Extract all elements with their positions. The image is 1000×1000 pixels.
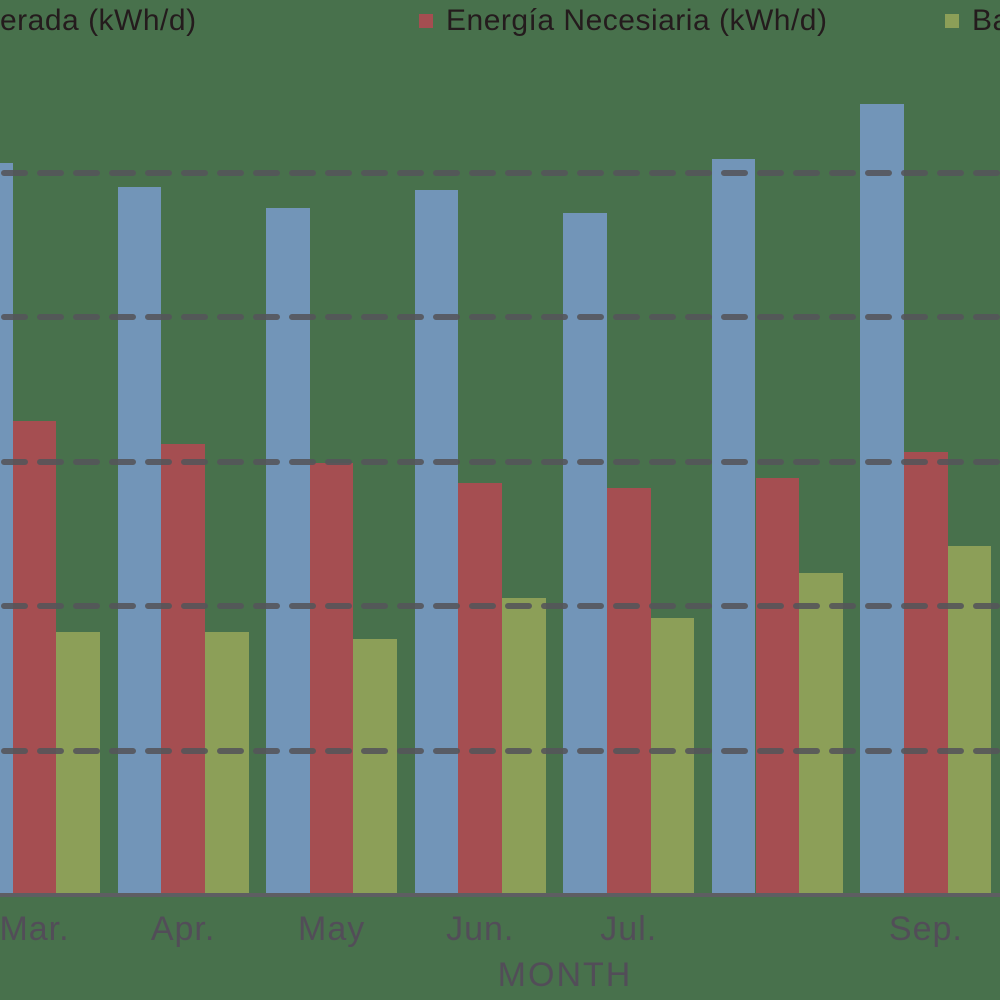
bar-series2-month3 — [309, 463, 354, 897]
bar-series3-month5 — [650, 617, 695, 897]
bar-series3-month4 — [502, 597, 546, 897]
bar-series2-month1 — [12, 421, 57, 897]
gridline — [0, 602, 1000, 610]
legend-swatch-red-icon — [419, 14, 433, 28]
legend-item-balance: Ba — [945, 4, 1000, 38]
bar-series3-month1 — [56, 632, 101, 897]
gridline — [0, 747, 1000, 755]
legend-item-necesiaria: Energía Necesiaria (kWh/d) — [419, 4, 827, 38]
legend-label: erada (kWh/d) — [0, 4, 197, 37]
bar-series2-month6 — [755, 477, 800, 897]
legend-swatch-olive-icon — [945, 14, 959, 28]
gridline — [0, 169, 1000, 177]
x-axis-title: MONTH — [497, 956, 633, 994]
gridline — [0, 313, 1000, 321]
bar-series2-month7 — [904, 451, 948, 897]
x-tick-label-sep: Sep. — [888, 910, 963, 948]
x-tick-label-jun: Jun. — [446, 910, 515, 948]
bar-series1-month4 — [414, 190, 459, 897]
bar-series3-month6 — [799, 572, 843, 897]
x-axis-line — [0, 893, 1000, 897]
bar-series2-month5 — [606, 487, 651, 897]
x-tick-label-apr: Apr. — [150, 910, 216, 948]
bar-series1-month7 — [860, 103, 905, 897]
legend-label: Ba — [972, 4, 1000, 37]
x-tick-label-may: May — [298, 910, 366, 948]
bar-series1-month6 — [711, 158, 756, 897]
gridline — [0, 458, 1000, 466]
x-tick-label-mar: Mar. — [0, 910, 70, 948]
legend-item-generada: erada (kWh/d) — [0, 4, 197, 38]
bar-series2-month4 — [458, 483, 503, 897]
bar-series3-month7 — [947, 545, 992, 897]
legend-label: Energía Necesiaria (kWh/d) — [446, 4, 828, 37]
bar-series1-month5 — [563, 213, 607, 897]
bar-series3-month2 — [204, 632, 249, 897]
bar-series2-month2 — [161, 444, 205, 897]
bar-series1-month3 — [266, 207, 310, 897]
bar-series3-month3 — [353, 639, 398, 897]
bar-series1-month1 — [0, 162, 13, 897]
x-tick-label-jul: Jul. — [600, 910, 658, 948]
bar-series1-month2 — [117, 187, 162, 897]
